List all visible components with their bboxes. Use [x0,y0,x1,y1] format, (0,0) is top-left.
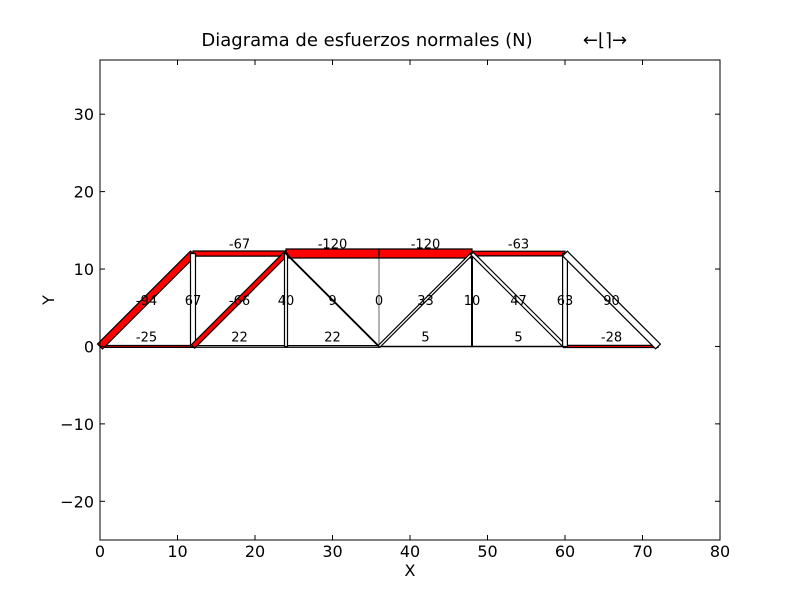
truss-member-21 [561,250,662,350]
truss-member-13 [190,250,289,350]
truss-member-12 [189,252,197,348]
member-force-label-7: -67 [229,238,250,253]
member-force-label-6: -28 [601,330,622,345]
y-axis-label: Y [39,295,58,306]
y-tick-label: 0 [84,337,94,356]
member-force-label-16: 0 [375,294,383,309]
member-force-label-9: -120 [411,238,441,253]
x-tick-label: 0 [95,542,105,561]
truss-member-6 [564,344,659,349]
member-force-label-4: 5 [421,330,429,345]
truss-member-1 [99,344,194,348]
x-tick-label: 80 [710,542,730,561]
y-tick-label: 10 [74,260,94,279]
x-tick-label: 50 [477,542,497,561]
member-force-label-8: -120 [318,238,348,253]
truss-member-9 [378,248,473,259]
x-tick-label: 40 [400,542,420,561]
truss-member-20 [561,252,569,348]
x-tick-label: 20 [245,542,265,561]
member-force-label-17: 33 [417,294,434,309]
x-tick-label: 60 [555,542,575,561]
member-force-label-5: 5 [514,330,522,345]
y-tick-label: −10 [60,415,94,434]
member-labels-layer: -25 22 22 5 5 -28-67 -120 -120 -63-94 67 -66 40 9 0 33… [136,238,622,346]
truss-member-3 [285,345,380,348]
truss-member-14 [283,252,289,348]
y-tick-label: 30 [74,105,94,124]
member-force-label-14: 40 [278,294,295,309]
member-force-label-12: 67 [185,294,202,309]
member-force-label-10: -63 [508,238,529,253]
x-axis-label: X [405,561,416,580]
y-tick-label: 20 [74,183,94,202]
x-tick-label: 10 [167,542,187,561]
member-force-label-20: 63 [557,294,574,309]
member-force-label-3: 22 [324,330,341,345]
truss-member-2 [192,345,287,348]
members-layer [96,248,662,350]
member-force-label-1: -25 [136,330,157,345]
member-force-label-2: 22 [231,330,248,345]
truss-member-11 [96,250,197,350]
y-tick-label: −20 [60,492,94,511]
member-force-label-15: 9 [328,294,336,309]
member-force-label-11: -94 [136,294,157,309]
truss-member-17 [377,251,474,349]
member-force-label-18: 10 [464,294,481,309]
member-force-label-19: 47 [510,294,527,309]
member-force-label-21: 90 [603,294,620,309]
chart-title: Diagrama de esfuerzos normales (N) [201,30,532,51]
x-tick-label: 30 [322,542,342,561]
member-force-label-13: -66 [229,294,250,309]
x-tick-label: 70 [632,542,652,561]
title-symbol: ←⌊⌉→ [583,30,627,51]
